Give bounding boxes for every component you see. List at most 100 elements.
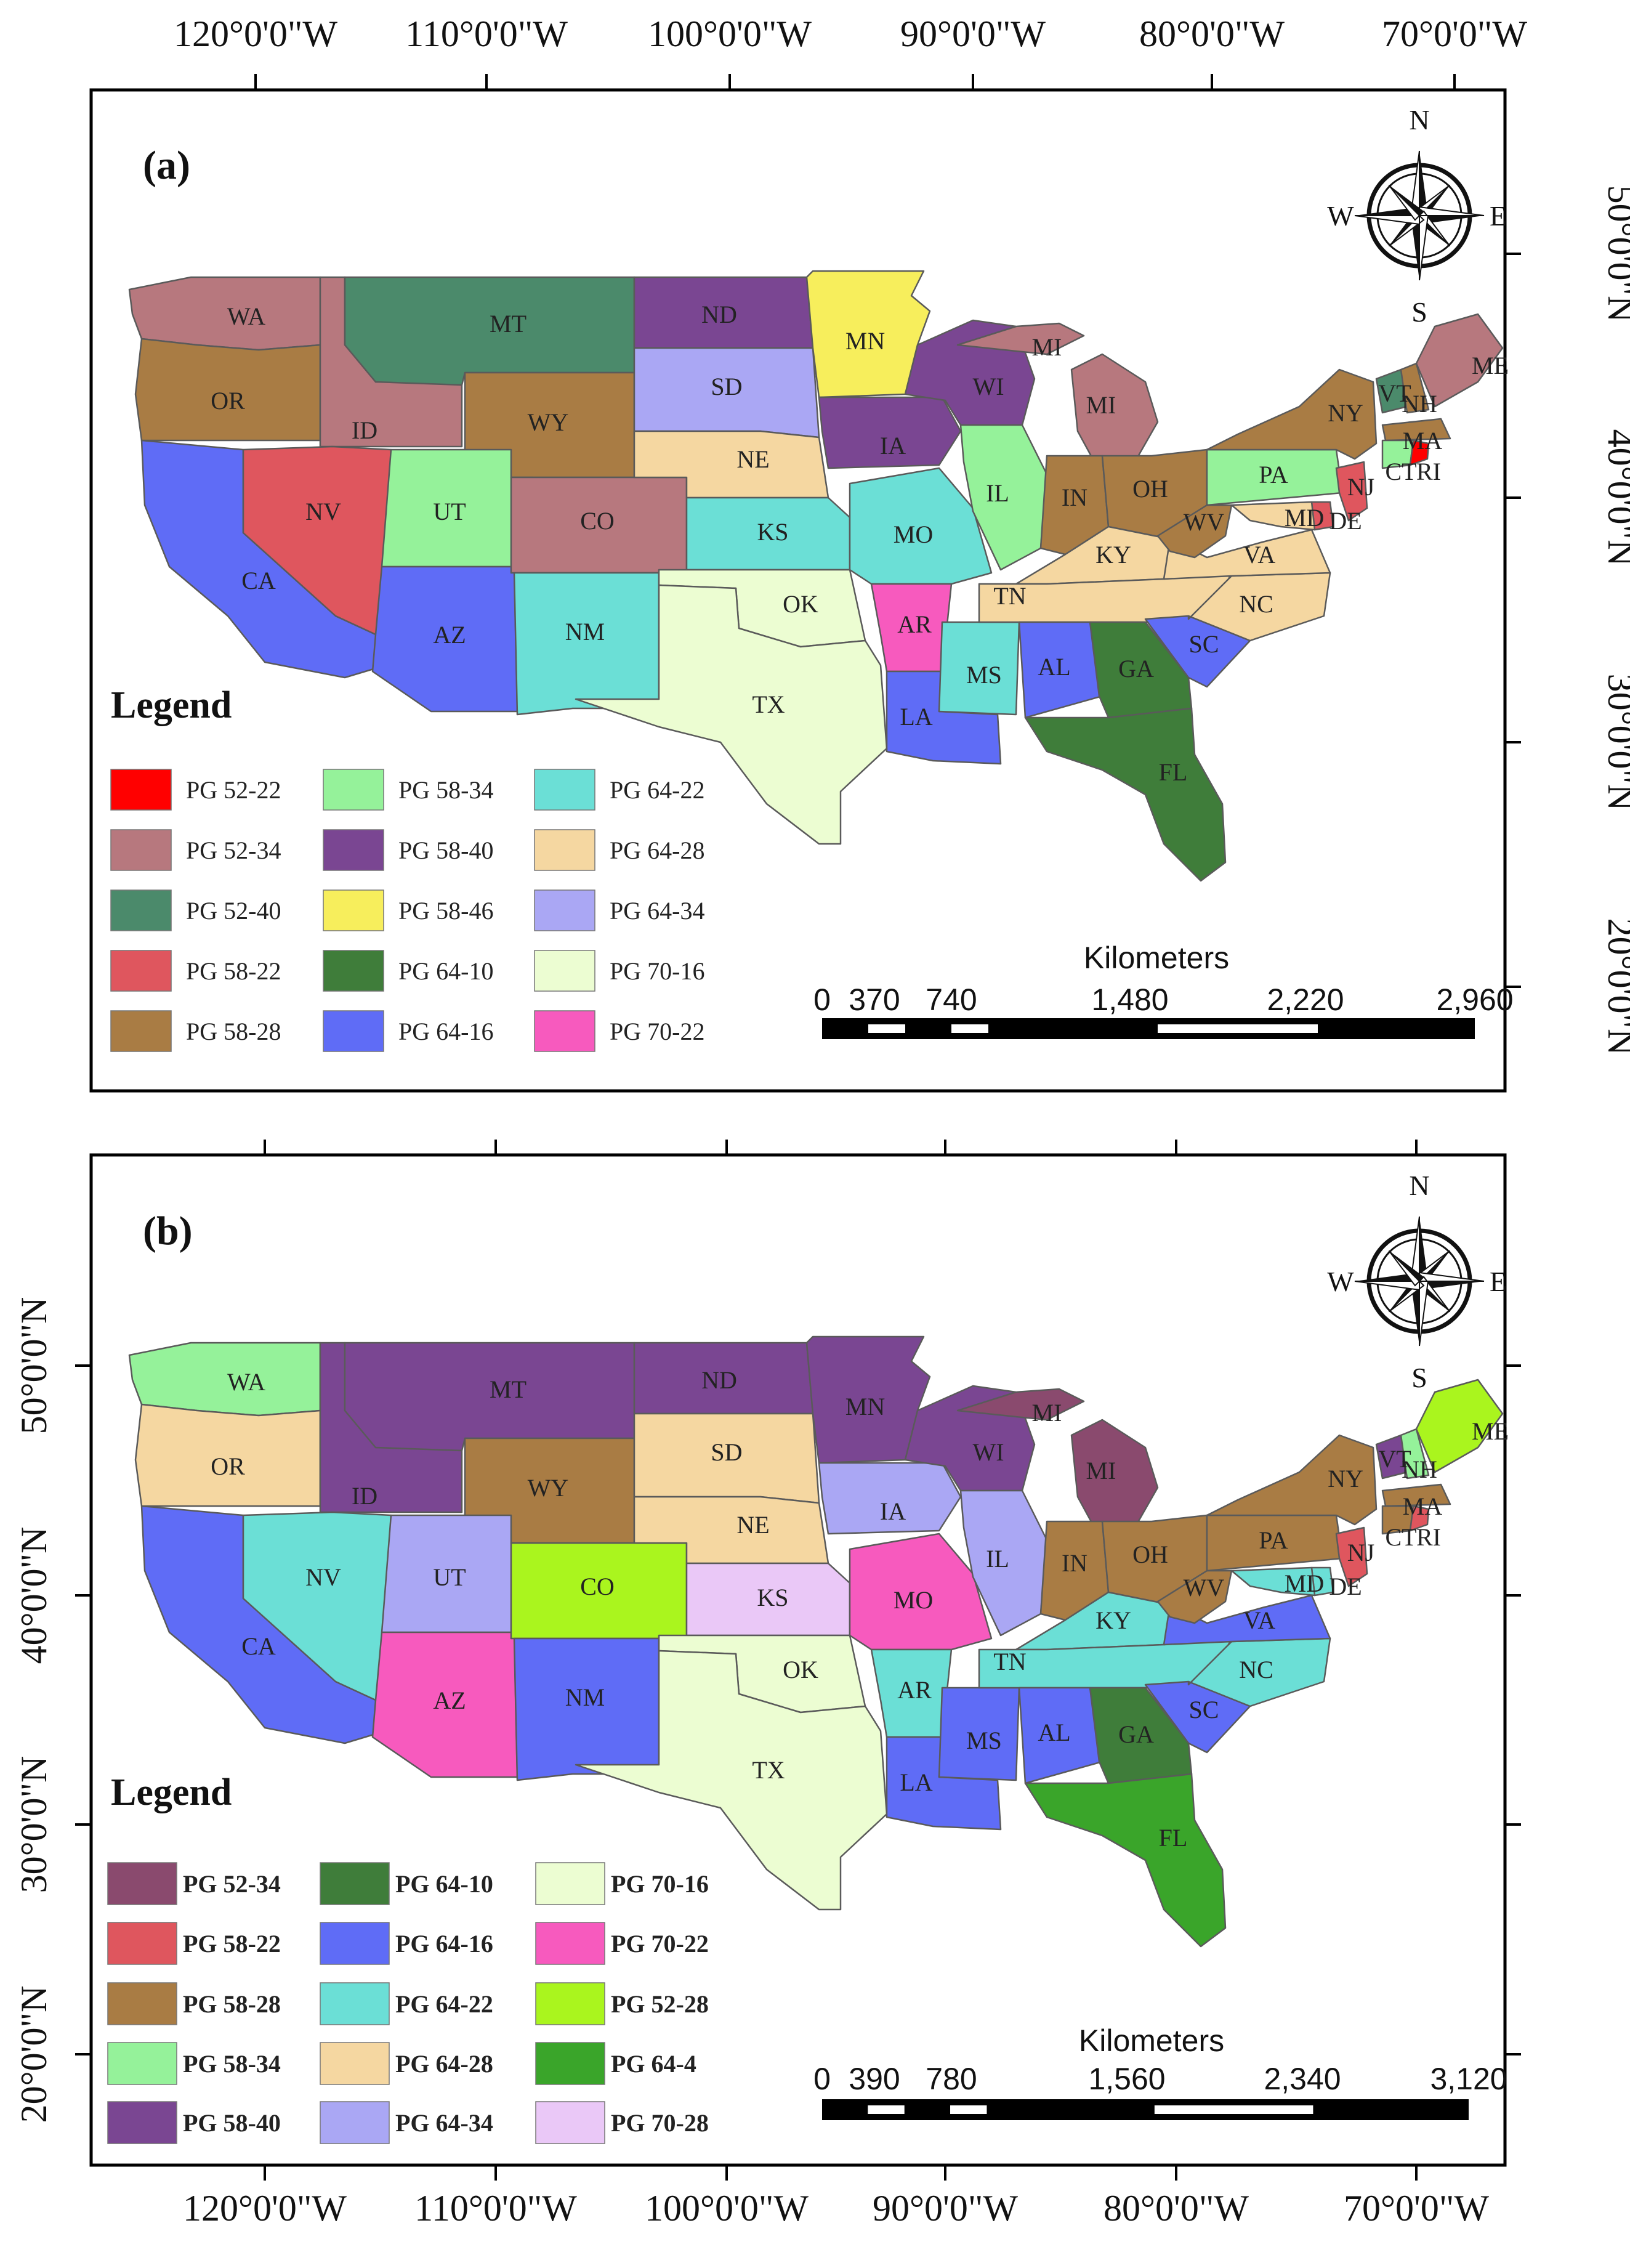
compass-west-label: W xyxy=(1327,1266,1354,1297)
state-ri xyxy=(1409,1505,1430,1532)
state-label-ks: KS xyxy=(757,1584,788,1611)
compass-point xyxy=(1419,215,1429,281)
legend-label: PG 64-22 xyxy=(610,776,704,804)
legend-label: PG 58-40 xyxy=(183,2109,281,2137)
legend-swatch xyxy=(107,1862,177,1905)
legend-swatch xyxy=(535,2101,605,2144)
legend-swatch xyxy=(534,769,595,811)
state-il xyxy=(959,1489,1048,1637)
state-label-ma: MA xyxy=(1403,427,1443,455)
state-label-il: IL xyxy=(986,1545,1009,1573)
legend-label: PG 64-34 xyxy=(610,897,704,925)
compass-point xyxy=(1354,1281,1420,1291)
state-md xyxy=(1230,501,1316,531)
scale-tick-label: 2,960 xyxy=(1436,982,1513,1017)
state-label-mo: MO xyxy=(894,1586,933,1614)
state-label-tx: TX xyxy=(752,691,785,718)
compass-point xyxy=(1411,1281,1419,1346)
legend-swatch xyxy=(535,1922,605,1965)
scale-bar-segment xyxy=(950,2105,987,2114)
state-label-nm: NM xyxy=(565,618,605,646)
legend-swatch xyxy=(320,1982,390,2025)
state-label-ky: KY xyxy=(1095,541,1131,569)
compass-point xyxy=(1354,215,1420,225)
state-me xyxy=(1415,1379,1504,1473)
top-longitude-label: 80°0'0"W xyxy=(1139,14,1285,54)
state-label-md: MD xyxy=(1285,1569,1324,1597)
state-label-az: AZ xyxy=(433,621,466,649)
compass-point xyxy=(1419,216,1484,224)
state-nj xyxy=(1335,461,1368,522)
legend-swatch xyxy=(320,2042,390,2085)
state-label-ok: OK xyxy=(783,1656,818,1683)
legend-label: PG 52-28 xyxy=(611,1990,709,2018)
state-label-ne: NE xyxy=(736,1511,769,1539)
state-label-ga: GA xyxy=(1118,1720,1154,1748)
compass-north-label: N xyxy=(1409,1170,1429,1201)
state-wa xyxy=(128,276,321,351)
panel_b-map xyxy=(128,1335,1504,1948)
state-label-wy: WY xyxy=(528,408,569,436)
state-label-tn: TN xyxy=(993,1648,1026,1675)
state-label-ks: KS xyxy=(757,518,788,546)
legend-swatch xyxy=(323,950,384,992)
right-latitude-label: 40°0'0"N xyxy=(1600,429,1630,567)
compass-point xyxy=(1419,151,1428,216)
state-nh xyxy=(1400,1428,1430,1480)
state-label-id: ID xyxy=(352,416,377,444)
state-label-ma: MA xyxy=(1403,1492,1443,1520)
compass-west-label: W xyxy=(1327,200,1354,232)
state-maps xyxy=(128,270,1504,1948)
legend-label: PG 58-28 xyxy=(186,1018,281,1045)
legend-label: PG 58-22 xyxy=(183,1930,281,1958)
left-latitude-label: 40°0'0"N xyxy=(14,1527,54,1664)
scale-tick-label: 740 xyxy=(926,982,977,1017)
legend-swatch xyxy=(534,889,595,931)
scale-tick-label: 0 xyxy=(813,2062,831,2096)
compass-south-label: S xyxy=(1411,296,1427,328)
compass-point xyxy=(1388,184,1421,221)
legend-label: PG 58-40 xyxy=(398,836,493,864)
state-label-vt: VT xyxy=(1378,1445,1411,1473)
state-mi xyxy=(956,1388,1085,1421)
state-label-mo: MO xyxy=(894,520,933,548)
state-label-mi: MI xyxy=(1086,391,1116,419)
legend-swatch xyxy=(110,829,172,871)
state-mn xyxy=(805,1335,931,1464)
state-label-tn: TN xyxy=(993,582,1026,610)
legend-label: PG 52-40 xyxy=(186,897,281,925)
state-label-sc: SC xyxy=(1189,1696,1219,1723)
legend-label: PG 52-34 xyxy=(183,1870,281,1898)
right-latitude-label: 30°0'0"N xyxy=(1600,674,1630,811)
legend-swatch xyxy=(110,950,172,992)
state-label-ct: CT xyxy=(1385,1523,1416,1551)
state-label-ri: RI xyxy=(1416,1523,1441,1551)
legend-swatch xyxy=(535,1862,605,1905)
top-longitude-label: 120°0'0"W xyxy=(174,14,337,54)
legend-swatch xyxy=(323,829,384,871)
state-label-pa: PA xyxy=(1259,1526,1288,1554)
top-longitude-label: 110°0'0"W xyxy=(405,14,568,54)
panel_a-legend-title: Legend xyxy=(111,684,232,726)
legend-label: PG 64-4 xyxy=(611,2050,696,2078)
compass-east-label: E xyxy=(1490,200,1507,232)
state-label-ut: UT xyxy=(433,1563,466,1591)
bottom-longitude-label: 70°0'0"W xyxy=(1344,2188,1489,2229)
legend-label: PG 52-22 xyxy=(186,776,281,804)
state-label-wv: WV xyxy=(1184,1574,1225,1602)
state-label-al: AL xyxy=(1038,1719,1070,1746)
state-me xyxy=(1415,313,1504,408)
legend-swatch xyxy=(107,1922,177,1965)
state-label-va: VA xyxy=(1243,1606,1276,1634)
state-label-ny: NY xyxy=(1328,1465,1363,1492)
state-label-ut: UT xyxy=(433,498,466,525)
legend-label: PG 64-28 xyxy=(610,836,704,864)
state-label-al: AL xyxy=(1038,653,1070,681)
state-mi xyxy=(1070,353,1159,466)
state-tx xyxy=(575,584,888,845)
state-label-mn: MN xyxy=(845,1393,885,1420)
scale-bar-segment xyxy=(951,1024,988,1033)
legend-label: PG 64-16 xyxy=(398,1018,493,1045)
legend-swatch xyxy=(535,2042,605,2085)
scale-tick-label: 2,340 xyxy=(1264,2062,1341,2096)
